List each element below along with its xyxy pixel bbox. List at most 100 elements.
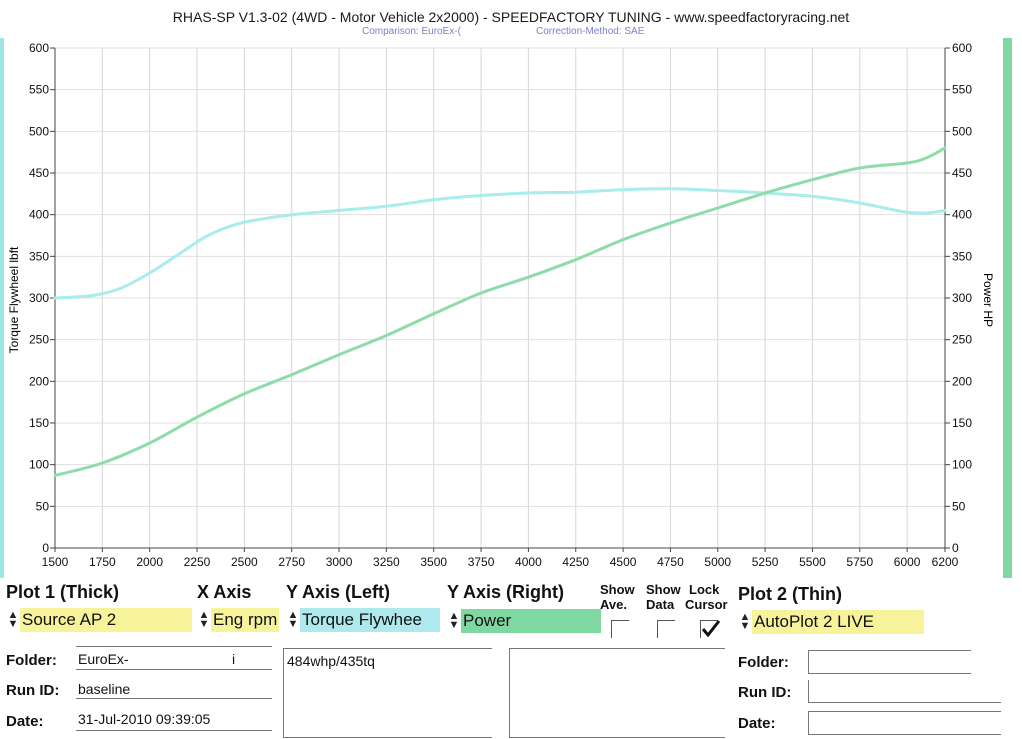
folder-label: Folder: — [6, 652, 57, 669]
x-tick-label: 3000 — [326, 555, 353, 569]
y-right-tick-label: 250 — [952, 333, 972, 347]
date-label: Date: — [6, 713, 44, 730]
y-axis-right-title: Y Axis (Right) — [447, 582, 565, 602]
x-tick-label: 4000 — [515, 555, 542, 569]
y-left-tick-label: 250 — [29, 333, 49, 347]
x-tick-label: 2750 — [278, 555, 305, 569]
x-tick-label: 3250 — [373, 555, 400, 569]
run-id-label: Run ID: — [6, 682, 60, 699]
y-left-tick-label: 50 — [36, 499, 50, 513]
lock-cursor-label: Lock Cursor — [685, 582, 728, 612]
y-right-tick-label: 300 — [952, 291, 972, 305]
y-right-tick-label: 500 — [952, 124, 972, 138]
y-axis-left-select[interactable]: ▲ ▼ Torque Flywhee — [286, 608, 440, 632]
notes-box[interactable]: 484whp/435tq — [283, 648, 492, 738]
y-axis-right-value: Power — [461, 609, 601, 633]
x-axis-title: X Axis — [197, 582, 252, 602]
y-right-tick-label: 400 — [952, 208, 972, 222]
show-ave-checkbox[interactable] — [611, 620, 629, 638]
x-tick-label: 5000 — [704, 555, 731, 569]
lock-cursor-checkbox[interactable] — [700, 620, 720, 638]
chart-series — [53, 146, 947, 477]
y-left-tick-label: 450 — [29, 166, 49, 180]
right-axis-color-strip — [1003, 38, 1012, 578]
date-field[interactable] — [76, 708, 272, 731]
x-tick-label: 1750 — [89, 555, 116, 569]
y-right-tick-label: 450 — [952, 166, 972, 180]
x-tick-label: 4250 — [562, 555, 589, 569]
y-right-tick-label: 100 — [952, 458, 972, 472]
y-left-tick-label: 600 — [29, 41, 49, 55]
plot2-source-value: AutoPlot 2 LIVE — [752, 610, 924, 634]
y-right-tick-label: 200 — [952, 374, 972, 388]
run-id2-field[interactable] — [808, 680, 1001, 703]
y-left-tick-label: 150 — [29, 416, 49, 430]
folder-value-tail: i — [232, 651, 236, 667]
show-data-label: Show Data — [646, 582, 681, 612]
y-axis-right-label: Power HP — [981, 273, 995, 327]
x-axis-select[interactable]: ▲ ▼ Eng rpm — [197, 608, 279, 632]
show-ave-label: Show Ave. — [600, 582, 635, 612]
notes-text: 484whp/435tq — [287, 653, 375, 669]
x-tick-label: 4750 — [657, 555, 684, 569]
y-axis-left-value: Torque Flywhee — [300, 608, 440, 632]
show-data-checkbox[interactable] — [657, 620, 675, 638]
plot1-title: Plot 1 (Thick) — [6, 582, 120, 602]
x-tick-label: 2000 — [136, 555, 163, 569]
y-left-tick-label: 200 — [29, 374, 49, 388]
plot2-source-select[interactable]: ▲ ▼ AutoPlot 2 LIVE — [738, 610, 924, 634]
x-tick-label: 4500 — [610, 555, 637, 569]
dyno-chart[interactable]: 1500 1750 2000 2250 2500 2750 3000 3250 3500 3750… — [0, 0, 1022, 580]
y-right-tick-label: 150 — [952, 416, 972, 430]
notes-box-2[interactable] — [509, 648, 725, 738]
y-axis-right-select[interactable]: ▲ ▼ Power — [447, 609, 601, 633]
comparison-label: Comparison: EuroEx-( — [362, 26, 461, 37]
plot2-title: Plot 2 (Thin) — [738, 584, 842, 604]
spinner-arrows-icon[interactable]: ▲ ▼ — [198, 609, 210, 630]
y-left-tick-label: 350 — [29, 249, 49, 263]
date2-label: Date: — [738, 715, 776, 732]
y-left-tick-label: 500 — [29, 124, 49, 138]
x-tick-label: 1500 — [42, 555, 69, 569]
y-left-tick-label: 550 — [29, 83, 49, 97]
folder-value: EuroEx- — [78, 651, 129, 667]
x-tick-label: 3500 — [420, 555, 447, 569]
y-left-tick-label: 300 — [29, 291, 49, 305]
date2-field[interactable] — [808, 711, 1001, 735]
x-tick-label: 5250 — [752, 555, 779, 569]
plot1-source-value: Source AP 2 — [20, 608, 192, 632]
chart-ticks: 1500 1750 2000 2250 2500 2750 3000 3250 3500 3750… — [29, 41, 972, 569]
run-id-field[interactable] — [76, 676, 272, 699]
run-id2-label: Run ID: — [738, 684, 792, 701]
y-right-tick-label: 600 — [952, 41, 972, 55]
y-left-tick-label: 100 — [29, 458, 49, 472]
run-id-value: baseline — [78, 681, 131, 697]
spinner-arrows-icon[interactable]: ▲ ▼ — [448, 610, 460, 631]
y-right-tick-label: 0 — [952, 541, 959, 555]
date-value: 31-Jul-2010 09:39:05 — [78, 711, 211, 727]
x-tick-label: 3750 — [468, 555, 495, 569]
spinner-arrows-icon[interactable]: ▲ ▼ — [7, 609, 19, 630]
correction-method-label: Correction-Method: SAE — [536, 26, 645, 37]
spinner-arrows-icon[interactable]: ▲ ▼ — [739, 611, 751, 632]
y-left-tick-label: 0 — [42, 541, 49, 555]
y-right-tick-label: 50 — [952, 499, 966, 513]
y-left-tick-label: 400 — [29, 208, 49, 222]
folder2-label: Folder: — [738, 654, 789, 671]
power-series-line — [53, 146, 947, 477]
x-tick-label: 2250 — [184, 555, 211, 569]
y-axis-left-title: Y Axis (Left) — [286, 582, 391, 602]
x-tick-label: 6000 — [894, 555, 921, 569]
folder-field[interactable] — [76, 646, 272, 670]
chart-grid — [54, 47, 946, 549]
left-axis-color-strip — [0, 38, 4, 578]
checkmark-icon — [701, 620, 720, 638]
torque-series-line — [53, 187, 947, 300]
spinner-arrows-icon[interactable]: ▲ ▼ — [287, 609, 299, 630]
chart-title: RHAS-SP V1.3-02 (4WD - Motor Vehicle 2x2… — [172, 9, 850, 25]
folder2-field[interactable] — [808, 650, 971, 674]
x-tick-label: 6200 — [932, 555, 959, 569]
y-axis-left-label: Torque Flywheel lbft — [7, 246, 21, 353]
plot1-source-select[interactable]: ▲ ▼ Source AP 2 — [6, 608, 192, 632]
